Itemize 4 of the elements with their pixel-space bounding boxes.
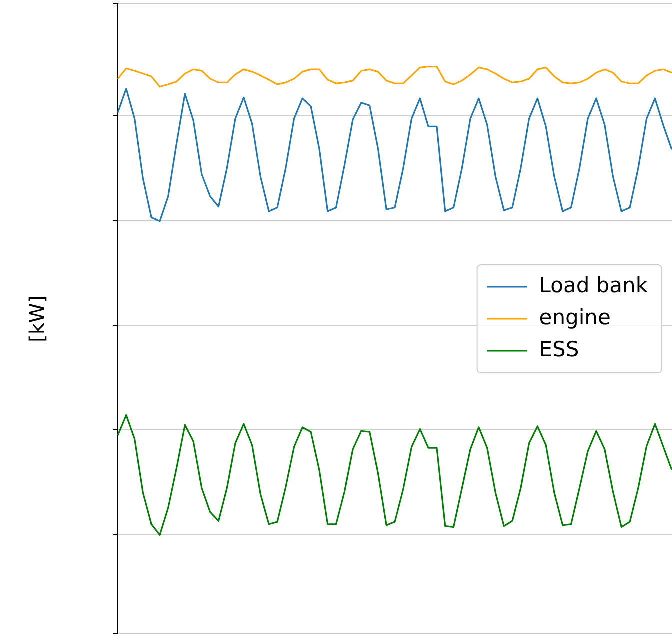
legend-label: ESS — [539, 337, 580, 362]
y-axis-title: [kW] — [25, 296, 50, 342]
legend-label: engine — [539, 305, 611, 330]
legend-label: Load bank — [539, 273, 649, 298]
